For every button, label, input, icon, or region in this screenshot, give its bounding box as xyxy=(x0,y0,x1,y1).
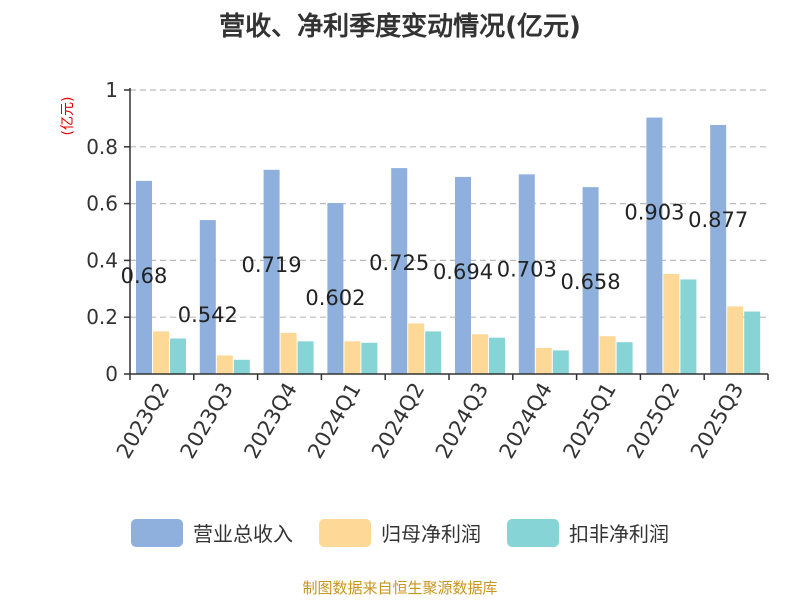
x-tick-label: 2024Q1 xyxy=(303,379,365,463)
bar-net-profit xyxy=(599,336,616,374)
bar-deducted-profit xyxy=(489,337,505,374)
legend-label-revenue: 营业总收入 xyxy=(193,522,293,546)
x-tick-label: 2023Q2 xyxy=(112,379,174,463)
legend-swatch-revenue xyxy=(131,518,183,547)
data-label: 0.903 xyxy=(624,201,684,225)
data-label: 0.658 xyxy=(561,270,621,294)
bar-net-profit xyxy=(535,347,552,374)
y-tick-label: 0.8 xyxy=(86,135,118,159)
bar-deducted-profit xyxy=(361,342,378,374)
x-tick-label: 2025Q2 xyxy=(622,379,684,463)
data-label: 0.694 xyxy=(433,260,493,284)
legend-item-deducted-profit[interactable]: 扣非净利润 xyxy=(507,518,669,547)
bar-revenue xyxy=(391,168,408,374)
data-label: 0.542 xyxy=(178,303,238,327)
x-tick-label: 2025Q1 xyxy=(558,379,620,463)
y-tick-label: 0.4 xyxy=(86,248,118,272)
data-label: 0.703 xyxy=(497,257,557,281)
data-label: 0.719 xyxy=(242,253,302,277)
x-tick-label: 2024Q3 xyxy=(431,379,493,463)
bar-deducted-profit xyxy=(552,350,569,374)
x-tick-label: 2023Q3 xyxy=(176,379,238,463)
x-tick-label: 2025Q3 xyxy=(686,379,748,463)
legend-label-deducted-profit: 扣非净利润 xyxy=(569,522,669,546)
bar-revenue xyxy=(199,220,216,374)
bar-revenue xyxy=(710,124,727,374)
bar-net-profit xyxy=(216,355,233,374)
bar-net-profit xyxy=(344,341,361,374)
y-axis-unit-label: (亿元) xyxy=(60,97,76,136)
data-label: 0.68 xyxy=(121,264,168,288)
data-label: 0.725 xyxy=(369,251,429,275)
bar-deducted-profit xyxy=(744,311,761,374)
x-tick-label: 2024Q2 xyxy=(367,379,429,463)
bar-revenue xyxy=(327,203,344,374)
bars xyxy=(136,117,761,374)
bar-deducted-profit xyxy=(680,279,697,374)
data-label: 0.602 xyxy=(305,286,365,310)
bar-net-profit xyxy=(280,332,297,374)
data-label: 0.877 xyxy=(688,208,748,232)
bar-net-profit xyxy=(727,306,744,374)
legend-label-net-profit: 归母净利润 xyxy=(381,522,481,546)
chart-title: 营收、净利季度变动情况(亿元) xyxy=(219,12,581,42)
y-tick-label: 0.6 xyxy=(86,192,118,216)
legend-swatch-deducted-profit xyxy=(507,518,559,547)
bar-revenue xyxy=(455,176,471,374)
bar-net-profit xyxy=(472,334,488,374)
bar-revenue xyxy=(518,174,535,374)
bar-net-profit xyxy=(408,323,425,374)
x-tick-label: 2023Q4 xyxy=(239,379,301,463)
bar-deducted-profit xyxy=(616,342,633,374)
legend-swatch-net-profit xyxy=(319,518,371,547)
bar-revenue xyxy=(646,117,663,374)
y-tick-label: 0 xyxy=(105,362,118,386)
bar-revenue xyxy=(263,169,280,374)
legend-item-net-profit[interactable]: 归母净利润 xyxy=(319,518,481,547)
bar-revenue xyxy=(136,180,152,374)
y-tick-label: 0.2 xyxy=(86,305,118,329)
bar-net-profit xyxy=(153,331,169,374)
x-tick-label: 2024Q4 xyxy=(495,379,557,463)
bar-deducted-profit xyxy=(170,338,186,374)
bar-deducted-profit xyxy=(233,359,250,374)
bar-deducted-profit xyxy=(297,341,314,374)
y-tick-label: 1 xyxy=(105,78,118,102)
bar-net-profit xyxy=(663,274,680,374)
data-source-note: 制图数据来自恒生聚源数据库 xyxy=(302,579,498,597)
legend: 营业总收入 归母净利润 扣非净利润 xyxy=(0,518,800,547)
bar-deducted-profit xyxy=(425,331,442,374)
bar-revenue xyxy=(582,187,599,374)
legend-item-revenue[interactable]: 营业总收入 xyxy=(131,518,293,547)
